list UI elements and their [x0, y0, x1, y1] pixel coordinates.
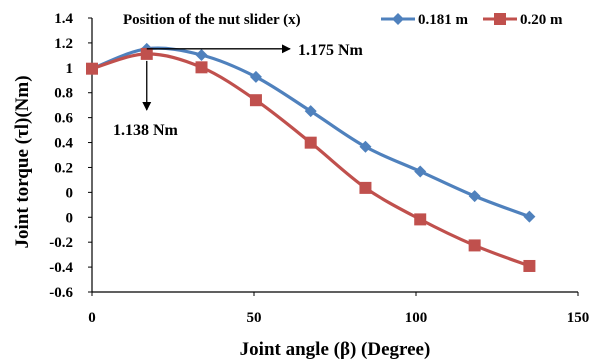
data-point-series-2	[304, 136, 317, 149]
data-point-series-2	[140, 47, 153, 60]
legend-marker-series-2	[494, 13, 506, 25]
data-point-series-2	[359, 181, 372, 194]
data-point-series-2	[86, 62, 98, 75]
data-point-series-1	[304, 105, 317, 118]
y-tick-label: -0.6	[49, 285, 73, 301]
y-tick-label: -0.2	[49, 235, 73, 251]
data-point-series-2	[195, 61, 208, 74]
y-axis-ticks: -0.6 -0.4 -0.2 0 0 0.2 0.4 0.6 0.8 1 1.2 1.4	[49, 11, 92, 301]
annotation-label-2: 1.138 Nm	[113, 122, 179, 139]
y-tick-label: 1	[66, 61, 74, 77]
data-point-series-2	[249, 94, 262, 107]
x-tick-label: 0	[88, 310, 96, 326]
y-tick-label: 0.6	[54, 111, 73, 127]
legend-label-series-2: 0.20 m	[520, 12, 563, 28]
legend-marker-series-1	[392, 13, 404, 25]
legend-label-series-1: 0.181 m	[418, 12, 469, 28]
annotation-label-1: 1.175 Nm	[298, 42, 364, 59]
y-tick-label: 0.4	[54, 136, 73, 152]
y-tick-label: 0.2	[54, 160, 73, 176]
y-tick-label: 0.8	[54, 86, 73, 102]
x-axis-title: Joint angle (β) (Degree)	[240, 339, 431, 360]
data-point-series-1	[414, 165, 427, 178]
legend: Position of the nut slider (x) 0.181 m 0…	[123, 12, 563, 28]
x-tick-label: 100	[405, 310, 428, 326]
x-tick-label: 150	[567, 310, 590, 326]
y-axis-title: Joint torque (τl)(Nm)	[12, 75, 33, 248]
x-tick-label: 50	[247, 310, 262, 326]
annotations-layer: 1.175 Nm 1.138 Nm	[113, 42, 364, 139]
y-tick-label: 0	[66, 210, 74, 226]
series-line-2	[91, 52, 530, 268]
data-point-series-2	[414, 213, 427, 226]
y-tick-label: 1.4	[54, 11, 73, 27]
data-point-series-2	[468, 239, 481, 252]
data-point-series-1	[523, 210, 536, 223]
y-tick-label: 0	[66, 185, 74, 201]
data-point-series-1	[195, 48, 208, 61]
x-axis-ticks: 0 50 100 150	[88, 292, 589, 326]
series-layer	[86, 42, 536, 272]
legend-title: Position of the nut slider (x)	[123, 12, 301, 28]
axes	[91, 18, 578, 293]
data-point-series-1	[249, 70, 262, 83]
data-point-series-1	[468, 190, 481, 203]
y-tick-label: 1.2	[54, 36, 73, 52]
data-point-series-1	[359, 140, 372, 153]
data-point-series-2	[523, 259, 536, 272]
y-tick-label: -0.4	[49, 260, 73, 276]
